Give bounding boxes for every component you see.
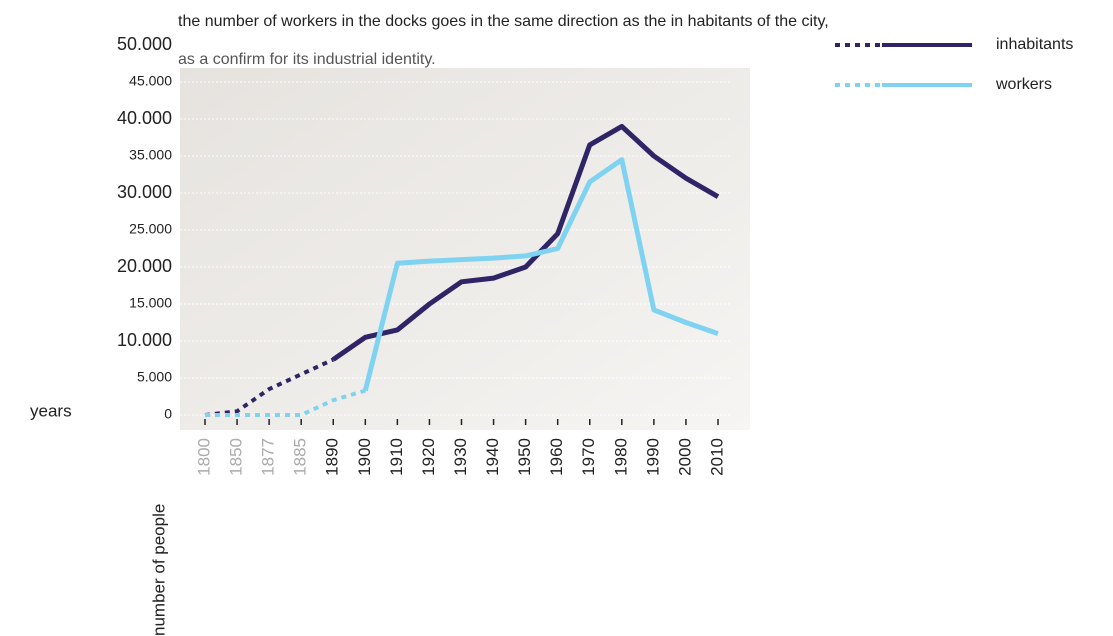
y-tick-label: 35.000 [129, 147, 172, 163]
x-tick-label: 1885 [291, 438, 310, 476]
y-tick-label: 50.000 [117, 34, 172, 54]
x-tick-label: 1990 [643, 438, 662, 476]
x-tick-label: 1920 [419, 438, 438, 476]
y-tick-label: 10.000 [117, 330, 172, 350]
x-tick-label: 1960 [547, 438, 566, 476]
x-tick-label: 2000 [675, 438, 694, 476]
y-tick-label: 45.000 [129, 73, 172, 89]
chart-subtitle: as a confirm for its industrial identity… [178, 51, 436, 68]
x-tick-label: 2010 [707, 438, 726, 476]
y-tick-label: 5.000 [137, 369, 172, 385]
x-tick-label: 1800 [194, 438, 213, 476]
axis-label: years [30, 401, 72, 420]
y-tick-label: 20.000 [117, 256, 172, 276]
legend-label: workers [995, 76, 1052, 93]
y-tick-label: 40.000 [117, 108, 172, 128]
x-tick-label: 1970 [579, 438, 598, 476]
x-tick-label: 1940 [483, 438, 502, 476]
chart-title: the number of workers in the docks goes … [178, 13, 829, 30]
background-photo [180, 68, 750, 430]
y-tick-label: 0 [164, 406, 172, 422]
x-tick-label: 1890 [323, 438, 342, 476]
axis-label: number of people [149, 504, 168, 636]
legend-label: inhabitants [996, 36, 1073, 53]
x-tick-label: 1910 [387, 438, 406, 476]
y-tick-label: 15.000 [129, 295, 172, 311]
y-tick-label: 25.000 [129, 221, 172, 237]
x-tick-label: 1980 [611, 438, 630, 476]
y-tick-label: 30.000 [117, 182, 172, 202]
x-tick-label: 1877 [259, 438, 278, 476]
x-tick-label: 1930 [451, 438, 470, 476]
chart: the number of workers in the docks goes … [0, 0, 1113, 636]
x-tick-label: 1850 [227, 438, 246, 476]
x-tick-label: 1900 [355, 438, 374, 476]
x-tick-label: 1950 [515, 438, 534, 476]
